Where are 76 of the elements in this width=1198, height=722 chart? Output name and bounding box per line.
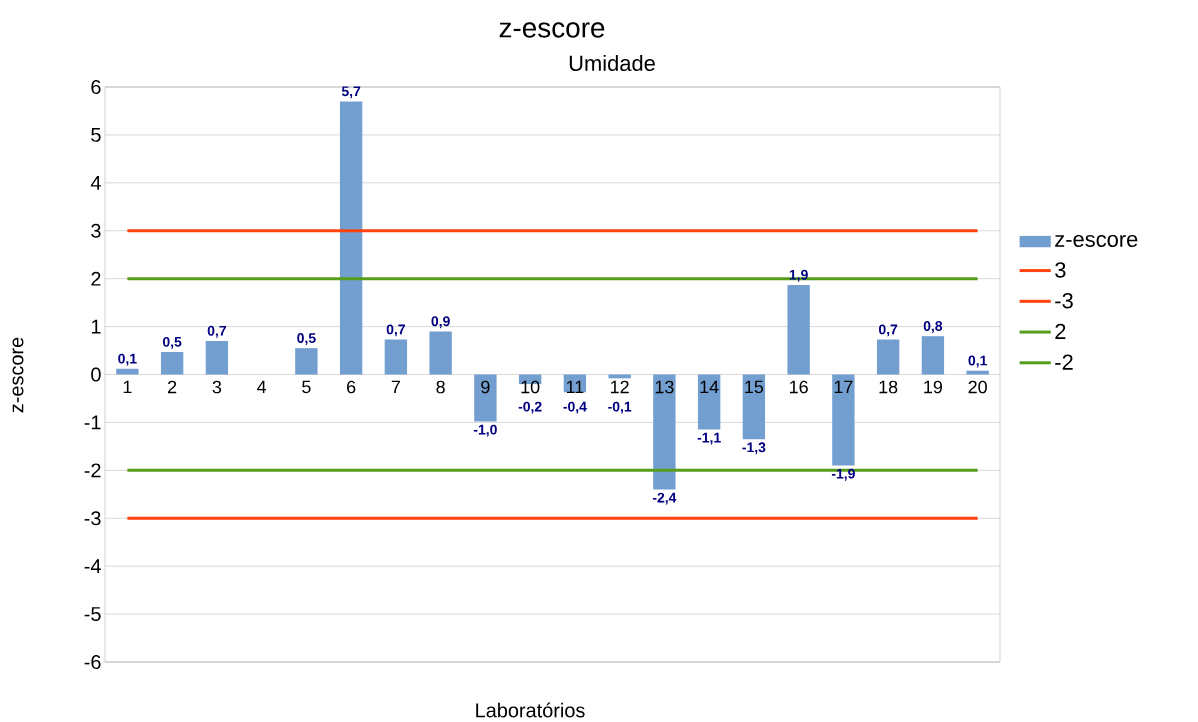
bar: [384, 339, 408, 375]
bar: [429, 331, 452, 375]
data-label: -1,0: [473, 424, 497, 437]
x-tick-label: 11: [566, 380, 584, 394]
data-label: -0,4: [563, 401, 587, 414]
bar: [653, 374, 676, 490]
data-label: -0,1: [608, 401, 632, 414]
bar: [787, 284, 810, 375]
legend-label: -2: [1055, 354, 1073, 370]
x-tick-label: 18: [879, 380, 898, 394]
bar: [742, 374, 766, 440]
data-label: -1,3: [742, 442, 766, 455]
bar: [474, 374, 497, 422]
x-tick-label: 9: [481, 380, 490, 394]
data-label: -0,2: [518, 401, 542, 414]
x-tick-label: 8: [436, 380, 445, 394]
legend-label: -3: [1055, 292, 1073, 309]
bar: [697, 374, 721, 430]
bar: [921, 336, 945, 375]
x-tick-label: 7: [391, 380, 400, 394]
y-tick-label: 6: [91, 79, 101, 95]
data-label: 0,5: [162, 336, 182, 349]
data-label: -1,1: [697, 432, 721, 445]
bar: [966, 370, 989, 375]
data-label: 0,7: [207, 325, 226, 338]
y-axis-title: z-escore: [12, 337, 24, 413]
chart-title: z-escore: [499, 22, 605, 38]
data-label: 0,1: [968, 355, 987, 368]
y-tick-label: -6: [84, 654, 101, 670]
x-tick-label: 20: [968, 380, 987, 394]
data-label: -1,9: [831, 468, 855, 481]
y-tick-label: 2: [91, 271, 101, 286]
data-label: 0,5: [297, 333, 316, 345]
y-tick-label: -3: [84, 511, 101, 526]
x-tick-label: 19: [924, 380, 943, 394]
x-tick-label: 4: [257, 380, 267, 394]
data-label: 5,7: [341, 86, 361, 99]
data-label: 0,7: [878, 324, 898, 337]
y-tick-label: 0: [91, 367, 101, 382]
y-tick-label: 3: [91, 223, 101, 238]
y-tick-label: 1: [91, 319, 101, 334]
bar: [160, 351, 184, 375]
legend-label: z-escore: [1055, 234, 1138, 247]
legend-label: 2: [1055, 323, 1066, 339]
x-tick-label: 12: [611, 380, 629, 394]
y-tick-label: -4: [84, 559, 101, 574]
data-label: 0,8: [923, 321, 943, 333]
x-tick-label: 15: [745, 380, 764, 394]
x-tick-label: 1: [123, 380, 132, 394]
bar: [876, 339, 900, 375]
x-axis-title: Laboratórios: [476, 702, 585, 718]
bar: [339, 101, 363, 375]
x-tick-label: 13: [655, 380, 674, 394]
x-tick-label: 6: [347, 380, 356, 394]
legend-label: 3: [1055, 262, 1066, 278]
x-tick-label: 16: [790, 380, 808, 394]
x-tick-label: 10: [521, 380, 540, 394]
x-tick-label: 17: [834, 380, 853, 394]
x-tick-label: 14: [700, 380, 719, 394]
data-label: 0,9: [431, 316, 450, 329]
chart-subtitle: Umidade: [569, 54, 655, 72]
data-label: 0,1: [118, 353, 137, 366]
bar: [116, 368, 139, 375]
x-tick-label: 2: [168, 380, 177, 394]
x-tick-label: 3: [212, 380, 222, 394]
y-tick-label: 5: [91, 127, 101, 142]
y-tick-label: 4: [90, 175, 101, 190]
bar: [205, 340, 229, 375]
data-label: -2,4: [652, 492, 677, 505]
x-tick-label: 5: [302, 380, 311, 394]
y-tick-label: -5: [84, 607, 101, 622]
data-label: 0,7: [386, 324, 405, 337]
y-tick-label: -2: [84, 463, 101, 478]
y-tick-label: -1: [84, 415, 101, 430]
bar: [832, 374, 855, 466]
bar: [295, 348, 318, 375]
